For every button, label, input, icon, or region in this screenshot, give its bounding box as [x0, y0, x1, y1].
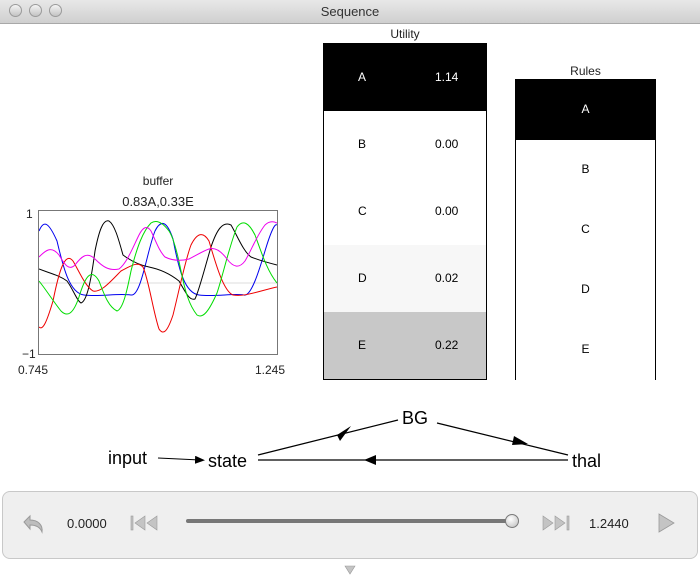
- trace-blue: [38, 223, 278, 297]
- rules-row-name: E: [581, 342, 590, 356]
- start-time: 0.0000: [67, 516, 107, 531]
- y-axis-min: −1: [22, 347, 36, 361]
- arrow-bg-thal: [436, 422, 569, 456]
- minimize-window-button[interactable]: [29, 4, 42, 17]
- buffer-label: buffer: [142, 174, 174, 188]
- end-time: 1.2440: [589, 516, 629, 531]
- skip-start-icon: [130, 515, 158, 531]
- arrowhead-bg-thal: [512, 436, 528, 445]
- x-axis-max: 1.245: [255, 363, 286, 377]
- rules-row: B: [516, 140, 655, 200]
- time-slider-track[interactable]: [186, 519, 516, 523]
- utility-row-name: C: [358, 204, 367, 218]
- time-slider-thumb[interactable]: [505, 514, 519, 528]
- utility-table: A 1.14 B 0.00 C 0.00 D 0.02 E 0.22: [323, 43, 487, 380]
- chevron-down-icon: [344, 565, 356, 575]
- skip-to-end-button[interactable]: [540, 514, 570, 532]
- zoom-window-button[interactable]: [49, 4, 62, 17]
- utility-row: D 0.02: [324, 245, 486, 312]
- trace-red: [38, 234, 278, 333]
- buffer-plot-svg: [38, 220, 278, 333]
- y-axis-max: 1: [26, 207, 33, 221]
- arrowhead-state-bg: [337, 426, 351, 441]
- rules-row: C: [516, 200, 655, 260]
- buffer-plot: [38, 210, 278, 355]
- rules-table: A B C D E: [515, 79, 656, 380]
- trace-magenta: [38, 221, 278, 270]
- arrow-input-state: [157, 455, 205, 464]
- window-title: Sequence: [320, 4, 380, 19]
- arrowhead-thal-state: [364, 455, 376, 465]
- network-diagram-arrows: [157, 419, 569, 465]
- rules-row-name: C: [581, 222, 590, 236]
- skip-to-start-button[interactable]: [130, 514, 160, 532]
- node-input: input: [108, 448, 148, 468]
- rules-title: Rules: [570, 64, 601, 78]
- play-button[interactable]: [656, 513, 676, 533]
- trace-black: [38, 220, 278, 304]
- utility-row-value: 0.00: [435, 204, 459, 218]
- node-bg: BG: [402, 408, 429, 428]
- utility-row-value: 0.00: [435, 137, 459, 151]
- trace-green: [38, 220, 278, 317]
- utility-row: A 1.14: [324, 44, 486, 111]
- utility-row-name: B: [358, 137, 367, 151]
- node-state: state: [208, 451, 248, 471]
- utility-row: E 0.22: [324, 312, 486, 379]
- node-thal: thal: [572, 451, 602, 471]
- utility-row: B 0.00: [324, 111, 486, 178]
- rules-row-name: D: [581, 282, 590, 296]
- close-window-button[interactable]: [9, 4, 22, 17]
- undo-button[interactable]: [16, 510, 46, 540]
- utility-row: C 0.00: [324, 178, 486, 245]
- buffer-value: 0.83A,0.33E: [122, 194, 194, 209]
- utility-row-name: D: [358, 271, 367, 285]
- utility-row-name: A: [358, 70, 367, 84]
- collapse-controls-button[interactable]: [344, 562, 356, 575]
- rules-row: D: [516, 260, 655, 320]
- skip-end-icon: [542, 515, 570, 531]
- utility-title: Utility: [390, 27, 420, 41]
- utility-row-name: E: [358, 338, 367, 352]
- rules-row-name: A: [581, 102, 590, 116]
- playback-controls: [2, 491, 698, 559]
- utility-row-value: 1.14: [435, 70, 459, 84]
- arrow-state-bg: [257, 419, 399, 456]
- utility-row-value: 0.02: [435, 271, 459, 285]
- x-axis-min: 0.745: [18, 363, 49, 377]
- undo-icon: [23, 514, 43, 534]
- rules-row: A: [516, 80, 655, 140]
- utility-row-value: 0.22: [435, 338, 459, 352]
- title-bar: Sequence: [0, 0, 700, 24]
- play-icon: [658, 513, 675, 533]
- rules-row: E: [516, 320, 655, 380]
- rules-row-name: B: [581, 162, 590, 176]
